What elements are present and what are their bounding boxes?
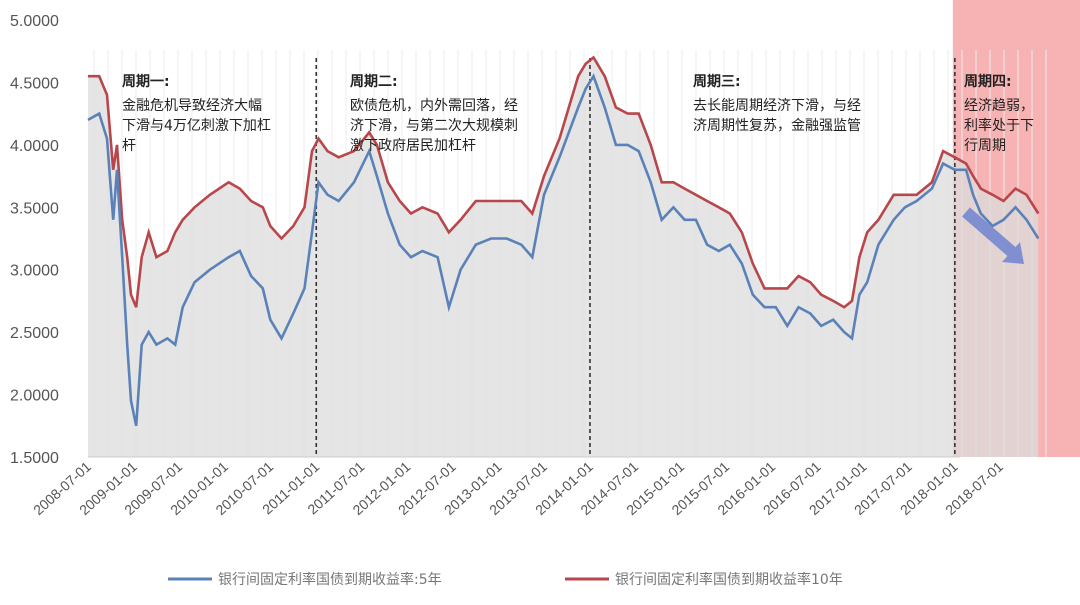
period-dividers	[315, 58, 956, 457]
annotation-title: 周期一:	[122, 74, 170, 90]
y-tick-label: 2.5000	[10, 325, 59, 342]
annotation-cycle-4: 周期四: 经济趋弱， 利率处于下 行周期	[964, 74, 1034, 154]
y-tick-label: 3.5000	[10, 200, 59, 217]
y-tick-label: 4.5000	[10, 75, 59, 92]
trend-arrow	[962, 207, 1024, 264]
legend-label-10y: 银行间固定利率国债到期收益率10年	[615, 571, 843, 588]
annotation-cycle-1: 周期一: 金融危机导致经济大幅 下滑与4万亿刺激下加杠 杆	[122, 74, 271, 154]
annotation-cycle-2: 周期二: 欧债危机，内外需回落，经 济下滑，与第二次大规模刺 激下政府居民加杠杆	[350, 74, 518, 154]
legend: 银行间固定利率国债到期收益率:5年 银行间固定利率国债到期收益率10年	[168, 571, 843, 588]
annotation-line: 行周期	[964, 138, 1006, 154]
legend-label-5y: 银行间固定利率国债到期收益率:5年	[218, 571, 442, 588]
y-tick-label: 3.0000	[10, 263, 59, 280]
annotation-line: 济下滑，与第二次大规模刺	[350, 117, 518, 134]
annotation-title: 周期三:	[693, 74, 741, 90]
annotation-line: 激下政府居民加杠杆	[350, 137, 476, 154]
area-fill	[88, 57, 1039, 457]
annotation-line: 济周期性复苏，金融强监管	[693, 117, 861, 134]
annotation-cycle-3: 周期三: 去长能周期经济下滑，与经 济周期性复苏，金融强监管	[693, 74, 861, 134]
series-line-10y	[88, 55, 1040, 309]
series-line-5y	[87, 73, 1040, 427]
annotation-line: 杆	[122, 138, 136, 154]
annotation-line: 下滑与4万亿刺激下加杠	[122, 117, 271, 134]
annotation-line: 欧债危机，内外需回落，经	[350, 98, 518, 114]
annotation-title: 周期二:	[350, 74, 398, 90]
annotation-line: 利率处于下	[964, 117, 1034, 134]
annotation-title: 周期四:	[964, 74, 1012, 90]
y-tick-label: 2.0000	[10, 388, 59, 405]
y-tick-label: 4.0000	[10, 138, 59, 155]
annotation-line: 去长能周期经济下滑，与经	[693, 97, 861, 114]
y-axis-ticks: 1.5000 2.0000 2.5000 3.0000 3.5000 4.0000 4.50…	[10, 13, 59, 467]
y-tick-label: 5.0000	[10, 13, 59, 30]
x-axis-ticks: 2008-07-012009-01-012009-07-012010-01-01…	[30, 458, 1006, 518]
annotation-line: 金融危机导致经济大幅	[122, 98, 262, 114]
annotation-line: 经济趋弱，	[964, 98, 1034, 114]
y-tick-label: 1.5000	[10, 450, 59, 467]
